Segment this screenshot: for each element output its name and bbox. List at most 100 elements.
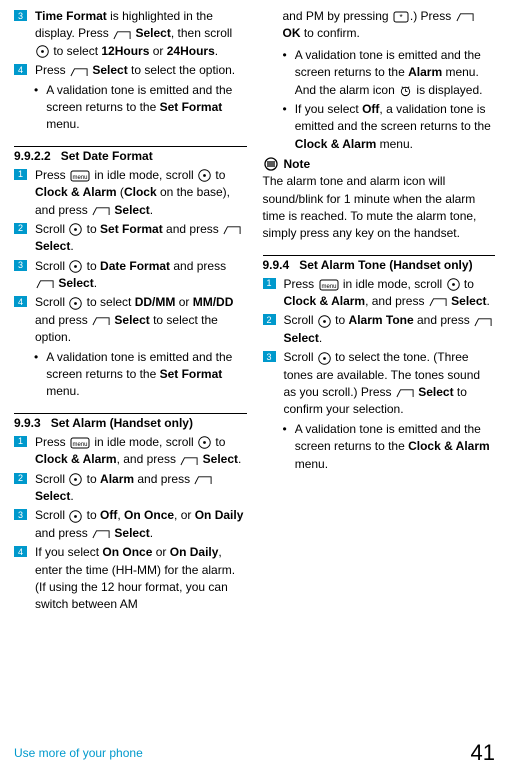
step-text: Press Select to select the option. [35,62,247,79]
t: and press [35,313,91,327]
sub-text: A validation tone is emitted and the scr… [295,421,495,473]
step-text: Scroll to Off, On Once, or On Daily and … [35,507,247,542]
sub-text: A validation tone is emitted and the scr… [46,349,246,401]
bold: Clock & Alarm [284,294,366,308]
bold: On Daily [195,508,244,522]
step-3c: 3 Scroll to Off, On Once, or On Daily an… [14,507,247,542]
substep: • A validation tone is emitted and the s… [263,421,496,473]
bullet: • [34,350,38,364]
step-text: Scroll to Alarm Tone and press Select. [284,312,496,347]
nav-icon [36,45,49,58]
t: to confirm. [301,26,360,40]
bold: Alarm Tone [349,313,414,327]
heading-num: 9.9.2.2 [14,149,51,163]
alarm-icon [399,84,412,97]
nav-icon [318,315,331,328]
t: in idle mode, scroll [91,435,197,449]
sub-text: A validation tone is emitted and the scr… [46,82,246,134]
bold: 12Hours [101,44,149,58]
sub-text: If you select Off, a validation tone is … [295,101,495,153]
step-3b: 3 Scroll to Date Format and press Select… [14,258,247,293]
note-text: The alarm tone and alarm icon will sound… [263,173,496,243]
t: and press [35,526,91,540]
step-1d: 1 Press in idle mode, scroll to Clock & … [263,276,496,311]
bold: Set Format [100,222,163,236]
bold: Set Format [160,100,223,114]
bold: Select [35,489,70,503]
step-number: 1 [14,169,27,180]
softkey-icon [396,387,414,398]
t: to [212,168,225,182]
softkey-icon [113,29,131,40]
t: to [332,313,349,327]
t: If you select [295,102,362,116]
note-icon [264,157,278,171]
t: . [238,452,241,466]
step-text: Scroll to Alarm and press Select. [35,471,247,506]
note-label: Note [284,157,311,171]
t: is displayed. [413,83,482,97]
heading-9922: 9.9.2.2 Set Date Format [14,149,247,163]
footer: Use more of your phone 41 [14,740,495,766]
bold: Clock & Alarm [35,185,117,199]
t: . [150,203,153,217]
softkey-icon [194,474,212,485]
step-4c: 4 If you select On Once or On Daily, ent… [14,544,247,614]
substep: • A validation tone is emitted and the s… [14,349,247,401]
t: to [461,277,474,291]
divider [263,255,496,256]
t: If you select [35,545,102,559]
step-3d: 3 Scroll to select the tone. (Three tone… [263,349,496,419]
nav-icon [69,260,82,273]
softkey-icon [36,278,54,289]
bold: Alarm [100,472,134,486]
bullet: • [283,102,287,116]
t: to [83,259,100,273]
t: and press [170,259,226,273]
softkey-icon [474,316,492,327]
nav-icon [69,223,82,236]
heading-994: 9.9.4 Set Alarm Tone (Handset only) [263,258,496,272]
t: , and press [365,294,428,308]
t: Scroll [35,259,68,273]
step-text: Scroll to Set Format and press Select. [35,221,247,256]
t: . [94,276,97,290]
t: menu. [46,117,79,131]
step-text: Scroll to select the tone. (Three tones … [284,349,496,419]
t: and press [163,222,222,236]
step-text: If you select On Once or On Daily, enter… [35,544,247,614]
step-text: Press in idle mode, scroll to Clock & Al… [35,167,247,219]
t: . [150,526,153,540]
left-column: 3 Time Format is highlighted in the disp… [14,8,247,718]
substep: • If you select Off, a validation tone i… [263,101,496,153]
nav-icon [69,297,82,310]
step-1: 1 Press in idle mode, scroll to Clock & … [14,167,247,219]
t: . [70,239,73,253]
softkey-icon [456,11,474,22]
step-number: 3 [14,10,27,21]
bold: Time Format [35,9,107,23]
t: . [215,44,218,58]
t: to [83,472,100,486]
t: Scroll [35,222,68,236]
t: Press [35,63,69,77]
nav-icon [69,510,82,523]
footer-left: Use more of your phone [14,746,143,760]
t: Press [284,277,318,291]
step-2c: 2 Scroll to Alarm and press Select. [14,471,247,506]
step-number: 3 [14,509,27,520]
softkey-icon [223,224,241,235]
t: menu. [295,457,328,471]
t: Scroll [284,350,317,364]
nav-icon [318,352,331,365]
step-4b: 4 Scroll to select DD/MM or MM/DD and pr… [14,294,247,346]
t: in idle mode, scroll [340,277,446,291]
step-2d: 2 Scroll to Alarm Tone and press Select. [263,312,496,347]
bold: Clock [124,185,157,199]
t: to select the option. [128,63,235,77]
substep: • A validation tone is emitted and the s… [14,82,247,134]
bullet: • [283,422,287,436]
heading-993: 9.9.3 Set Alarm (Handset only) [14,416,247,430]
bullet: • [34,83,38,97]
continuation: and PM by pressing .) Press OK to confir… [263,8,496,43]
